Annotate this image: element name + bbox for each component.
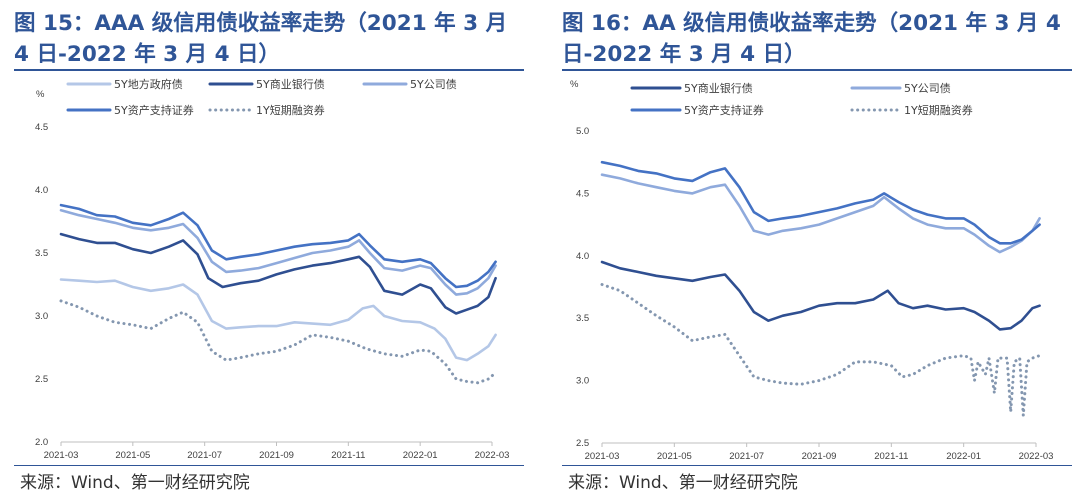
x-tick-label: 2021-11: [874, 451, 908, 462]
legend-label: 1Y短期融资券: [904, 103, 973, 117]
y-tick-label: 2.0: [35, 437, 48, 448]
legend-item: 1Y短期融资券: [850, 103, 973, 117]
x-tick-label: 2021-11: [331, 450, 365, 461]
legend-item: 5Y资产支持证券: [630, 103, 764, 117]
legend-label: 1Y短期融资券: [256, 103, 325, 117]
legend-item: 5Y公司债: [850, 81, 951, 95]
legend-item: 5Y地方政府债: [66, 77, 183, 91]
figure-16-panel: 图 16：AA 级信用债收益率走势（2021 年 3 月 4 日-2022 年 …: [562, 0, 1080, 503]
legend-label: 5Y公司债: [410, 77, 457, 91]
source-note: 来源：Wind、第一财经研究院: [568, 473, 798, 493]
x-tick-label: 2022-03: [1019, 451, 1054, 462]
line-chart-aa: % 2.5 3.0 3.5 4.0 4.5 5.0 2021-03 2021-05 2021-07…: [570, 79, 1054, 462]
series-line-2: [600, 173, 1041, 254]
figure-title: 图 15：AAA 级信用债收益率走势（2021 年 3 月 4 日-2022 年…: [14, 11, 508, 67]
series-line-3: [59, 208, 497, 296]
series-line-4: [600, 283, 1042, 417]
series-line-1: [600, 260, 1041, 331]
x-tick-label: 2021-09: [802, 451, 837, 462]
x-tick-label: 2021-07: [729, 451, 764, 462]
title-divider: [14, 69, 524, 71]
y-tick-label: 2.5: [35, 374, 48, 385]
x-tick-label: 2022-01: [946, 451, 981, 462]
series-line-3: [600, 160, 1041, 245]
legend-label: 5Y商业银行债: [684, 81, 753, 95]
y-tick-label: 3.0: [35, 311, 48, 322]
y-tick-label: 4.5: [35, 122, 48, 133]
source-note: 来源：Wind、第一财经研究院: [20, 473, 250, 493]
y-tick-label: 4.0: [35, 185, 48, 196]
series-line-2: [59, 232, 497, 315]
legend-item: 5Y公司债: [362, 77, 457, 91]
y-tick-label: 2.5: [576, 438, 589, 449]
legend-item: 1Y短期融资券: [208, 103, 325, 117]
x-tick-label: 2022-01: [403, 450, 438, 461]
x-tick-label: 2021-07: [187, 450, 222, 461]
legend-item: 5Y商业银行债: [208, 77, 325, 91]
legend-label: 5Y资产支持证券: [684, 103, 764, 117]
x-tick-label: 2021-03: [44, 450, 79, 461]
series-line-5: [59, 299, 498, 385]
series-line-4: [59, 203, 497, 289]
series-line-1: [59, 278, 497, 362]
y-tick-label: 5.0: [576, 126, 589, 137]
y-tick-label: 3.5: [576, 313, 589, 324]
source-divider: [14, 465, 524, 466]
figure-15-panel: 图 15：AAA 级信用债收益率走势（2021 年 3 月 4 日-2022 年…: [14, 0, 534, 503]
y-tick-label: 3.0: [576, 376, 589, 387]
line-chart-aaa: % 2.0 2.5 3.0 3.5 4.0 4.5 2021-03 2021-05 2021-07…: [35, 77, 510, 461]
legend-label: 5Y公司债: [904, 81, 951, 95]
y-axis-unit: %: [570, 79, 579, 90]
x-tick-label: 2021-05: [657, 451, 692, 462]
x-tick-label: 2021-03: [585, 451, 620, 462]
y-tick-label: 3.5: [35, 248, 48, 259]
y-tick-label: 4.0: [576, 251, 589, 262]
legend-item: 5Y资产支持证券: [66, 103, 194, 117]
legend-label: 5Y地方政府债: [114, 77, 183, 91]
legend-item: 5Y商业银行债: [630, 81, 753, 95]
figure-title: 图 16：AA 级信用债收益率走势（2021 年 3 月 4 日-2022 年 …: [562, 11, 1061, 67]
source-divider: [562, 465, 1072, 466]
y-tick-label: 4.5: [576, 188, 589, 199]
y-axis-unit: %: [36, 89, 45, 100]
legend-label: 5Y商业银行债: [256, 77, 325, 91]
x-tick-label: 2021-05: [115, 450, 150, 461]
x-tick-label: 2022-03: [475, 450, 510, 461]
title-divider: [562, 69, 1072, 71]
x-tick-label: 2021-09: [259, 450, 294, 461]
legend-label: 5Y资产支持证券: [114, 103, 194, 117]
